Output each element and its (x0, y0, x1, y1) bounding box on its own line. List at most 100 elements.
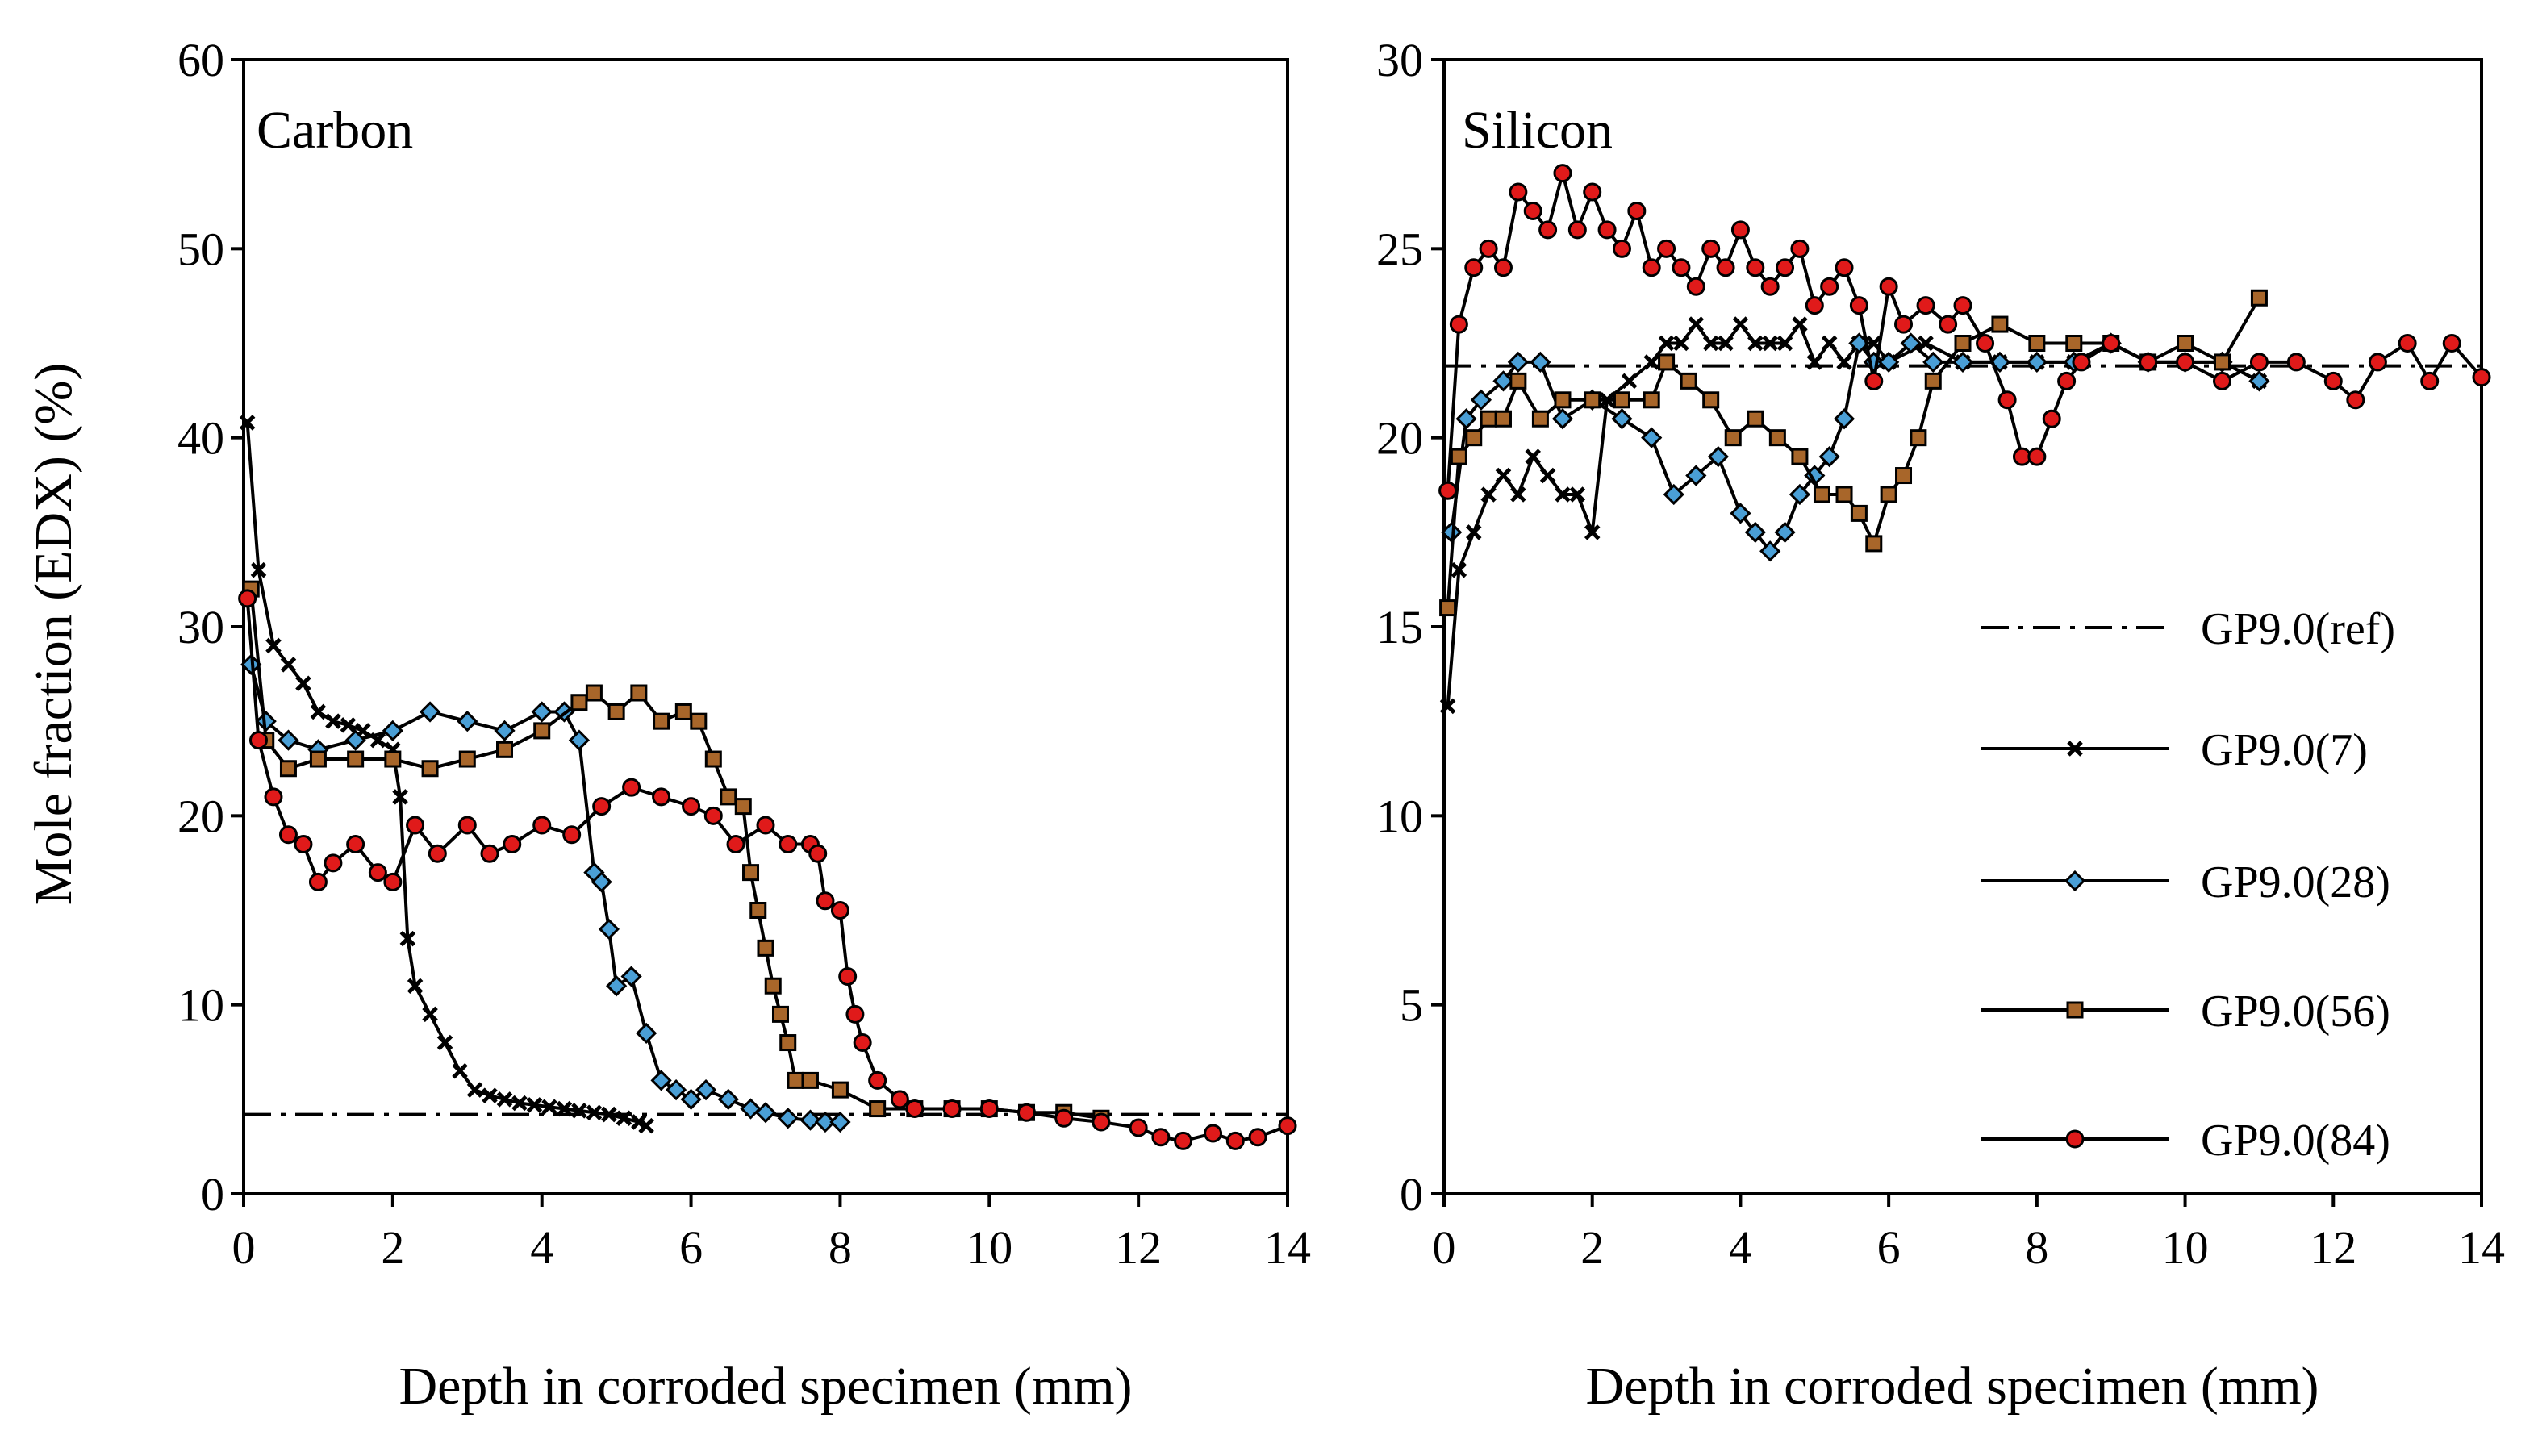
silicon-gp9-0-84-point (2368, 353, 2387, 372)
silicon-gp9-0-84-point (2346, 390, 2365, 410)
silicon-gp9-0-28-point (2248, 370, 2270, 392)
carbon-gp9-0-28-point (717, 1088, 739, 1110)
y-axis-label: Mole fraction (EDX) (%) (24, 363, 83, 906)
x-axis-label-left: Depth in corroded specimen (mm) (399, 1357, 1132, 1416)
silicon-x-tick-label: 10 (2162, 1221, 2209, 1274)
silicon-gp9-0-84-point (1627, 201, 1647, 220)
silicon-y-tick-label: 30 (1376, 34, 1423, 86)
carbon-gp9-0-28-point (598, 918, 620, 941)
silicon-x-tick-label: 14 (2458, 1221, 2505, 1274)
carbon-gp9-0-56-point (421, 760, 439, 778)
silicon-gp9-0-56-point (1910, 429, 1927, 447)
carbon-x-tick-label: 2 (381, 1221, 404, 1274)
carbon-gp9-0-7-point (616, 1110, 632, 1127)
silicon-gp9-0-7-point (1643, 354, 1659, 370)
silicon-gp9-0-56-point (1865, 535, 1883, 553)
silicon-gp9-0-28-point (1774, 521, 1796, 543)
carbon-gp9-0-84-point (1204, 1124, 1223, 1143)
carbon-gp9-0-84-point (942, 1099, 962, 1119)
carbon-gp9-0-7-point (399, 930, 416, 947)
carbon-gp9-0-56-point (347, 750, 365, 768)
carbon-gp9-0-7-point (452, 1062, 468, 1079)
carbon-gp9-0-84-point (346, 834, 365, 853)
silicon-gp9-0-56-point (1554, 391, 1572, 409)
carbon-gp9-0-56-line (249, 588, 1102, 1120)
carbon-y-tick-label: 30 (177, 601, 224, 653)
silicon-gp9-0-7-point (1451, 561, 1467, 578)
silicon-gp9-0-56-point (1880, 486, 1897, 503)
silicon-gp9-0-84-point (1716, 258, 1735, 277)
silicon-gp9-0-56-point (1680, 372, 1697, 390)
silicon-gp9-0-56-point (1791, 448, 1809, 465)
silicon-gp9-0-56-point (1702, 391, 1720, 409)
silicon-gp9-0-56-point (1613, 391, 1630, 409)
carbon-gp9-0-7-point (541, 1099, 557, 1115)
silicon-gp9-0-28-point (1551, 408, 1574, 430)
carbon-gp9-0-84-point (294, 834, 313, 853)
carbon-gp9-0-28-point (740, 1098, 762, 1120)
carbon-gp9-0-84-point (383, 872, 403, 891)
silicon-gp9-0-84-point (1567, 220, 1587, 240)
silicon-gp9-0-56-point (1465, 429, 1483, 447)
carbon-gp9-0-84-point (308, 872, 328, 891)
silicon-gp9-0-56-point (2214, 353, 2231, 371)
carbon-gp9-0-28-point (344, 729, 366, 751)
silicon-gp9-0-84-point (1746, 258, 1765, 277)
carbon-gp9-0-84-point (406, 816, 425, 835)
carbon-gp9-0-84-point (816, 891, 835, 911)
carbon-gp9-0-84-point (562, 825, 582, 845)
carbon-gp9-0-84-point (1248, 1128, 1267, 1147)
carbon-gp9-0-56-point (674, 703, 692, 720)
carbon-gp9-0-84-point (652, 787, 671, 807)
legend-label-gp9-0-ref: GP9.0(ref) (2201, 604, 2395, 654)
silicon-gp9-0-28-point (1685, 465, 1707, 486)
carbon-gp9-0-7-point (496, 1091, 513, 1108)
silicon-gp9-0-7-point (1569, 486, 1586, 503)
silicon-gp9-0-28-point (1878, 351, 1900, 373)
carbon-gp9-0-7-point (638, 1117, 654, 1134)
silicon-gp9-0-56-point (2065, 335, 2083, 352)
carbon-gp9-0-84-point (622, 778, 641, 797)
silicon-gp9-0-28-point (1470, 389, 1492, 411)
carbon-x-tick-label: 6 (679, 1221, 703, 1274)
silicon-gp9-0-84-point (2420, 371, 2440, 390)
carbon-gp9-0-84-point (324, 853, 343, 873)
silicon-gp9-0-28-point (1952, 351, 1974, 373)
silicon-x-tick-label: 8 (2025, 1221, 2048, 1274)
carbon-gp9-0-7-point (466, 1082, 483, 1098)
carbon-gp9-0-56-point (720, 788, 737, 806)
silicon-gp9-0-28-point (1900, 332, 1922, 354)
carbon-gp9-0-28-point (382, 720, 403, 742)
silicon-gp9-0-56-point (1813, 486, 1830, 503)
silicon-gp9-0-7-point (1673, 335, 1689, 352)
silicon-gp9-0-7-point (1439, 698, 1456, 715)
silicon-gp9-0-84-point (1701, 239, 1721, 258)
carbon-gp9-0-84-point (1278, 1116, 1297, 1136)
carbon-gp9-0-84-point (428, 844, 447, 863)
silicon-gp9-0-84-point (1523, 201, 1542, 220)
carbon-gp9-0-28-point (695, 1078, 717, 1101)
carbon-gp9-0-84-point (1129, 1118, 1148, 1137)
silicon-gp9-0-84-point (2286, 353, 2306, 372)
silicon-gp9-0-84-point (1479, 239, 1498, 258)
carbon-gp9-0-28-point (531, 701, 553, 723)
legend-label-gp9-0-28: GP9.0(28) (2201, 857, 2390, 907)
silicon-x-tick-label: 0 (1433, 1221, 1456, 1274)
silicon-gp9-0-84-point (1553, 164, 1572, 183)
silicon-gp9-0-56-point (1509, 372, 1527, 390)
carbon-gp9-0-7-point (340, 717, 357, 733)
silicon-gp9-0-56-point (1439, 599, 1457, 617)
carbon-gp9-0-7-point (571, 1103, 587, 1119)
silicon-gp9-0-7-point (1525, 448, 1541, 465)
silicon-gp9-0-56-point (1494, 410, 1512, 428)
carbon-gp9-0-84-point (264, 787, 283, 807)
legend-item-gp9-0-84: GP9.0(84) (1981, 1116, 2390, 1166)
carbon-y-tick-label: 50 (177, 223, 224, 275)
silicon-gp9-0-84-point (2057, 371, 2077, 390)
carbon-x-tick-label: 14 (1264, 1221, 1311, 1274)
silicon-gp9-0-84-point (1642, 258, 1661, 277)
silicon-gp9-0-84-point (1864, 371, 1884, 390)
carbon-gp9-0-7-point (601, 1106, 617, 1123)
silicon-gp9-0-56-point (1954, 335, 1972, 352)
carbon-gp9-0-56-point (496, 741, 513, 758)
